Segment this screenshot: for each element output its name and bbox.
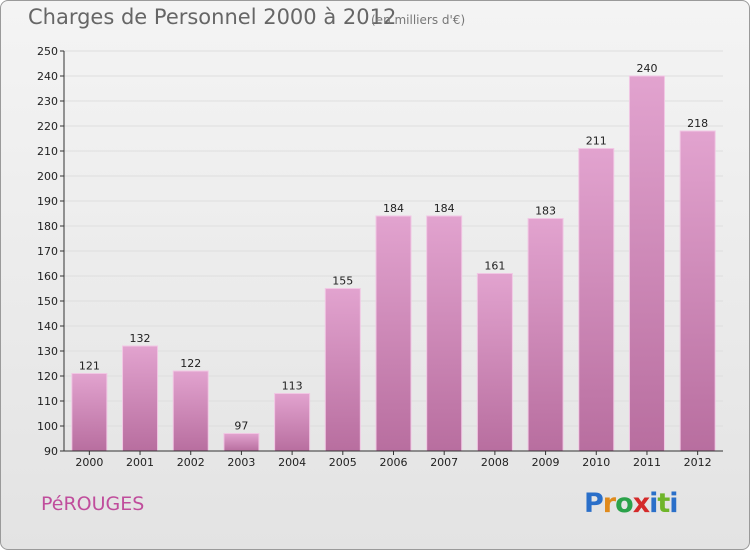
logo-letter: i <box>669 488 678 519</box>
x-tick-label: 2001 <box>126 456 154 469</box>
x-tick-label: 2002 <box>177 456 205 469</box>
x-tick-label: 2009 <box>532 456 560 469</box>
data-label: 155 <box>332 275 353 288</box>
x-tick-label: 2005 <box>329 456 357 469</box>
data-label: 218 <box>687 117 708 130</box>
bar <box>71 373 108 452</box>
bar <box>172 370 209 452</box>
data-label: 161 <box>484 260 505 273</box>
x-tick-label: 2008 <box>481 456 509 469</box>
data-label: 184 <box>383 202 404 215</box>
y-tick-label: 150 <box>37 295 58 308</box>
logo-letter: r <box>602 488 616 519</box>
data-label: 113 <box>282 380 303 393</box>
chart-title: Charges de Personnel 2000 à 2012 <box>28 5 397 29</box>
x-tick-label: 2000 <box>75 456 103 469</box>
x-tick-label: 2003 <box>227 456 255 469</box>
bar <box>578 148 615 452</box>
axes <box>60 50 723 455</box>
data-label: 132 <box>130 332 151 345</box>
commune-name: PéROUGES <box>41 493 145 515</box>
y-tick-label: 100 <box>37 420 58 433</box>
data-label: 211 <box>586 135 607 148</box>
x-tick-label: 2006 <box>380 456 408 469</box>
bar <box>679 130 716 452</box>
bar <box>324 288 361 452</box>
y-tick-label: 230 <box>37 95 58 108</box>
y-tick-label: 90 <box>44 445 58 458</box>
y-tick-label: 180 <box>37 220 58 233</box>
logo-letter: o <box>615 488 634 519</box>
data-label: 184 <box>434 202 455 215</box>
bar <box>223 433 260 452</box>
x-tick-label: 2007 <box>430 456 458 469</box>
proxiti-logo: Proxiti <box>584 488 679 519</box>
logo-letter: t <box>657 488 670 519</box>
bar <box>122 345 159 452</box>
y-tick-label: 220 <box>37 120 58 133</box>
y-tick-label: 130 <box>37 345 58 358</box>
labels: 90 100 110 120 130 140 150 160 170 180 190 200 210 22… <box>37 45 712 469</box>
data-label: 240 <box>636 62 657 75</box>
logo-letter: x <box>632 488 650 519</box>
y-tick-label: 140 <box>37 320 58 333</box>
y-tick-label: 210 <box>37 145 58 158</box>
bar <box>426 215 463 452</box>
logo-letter: P <box>584 488 604 519</box>
y-tick-label: 160 <box>37 270 58 283</box>
y-tick-label: 110 <box>37 395 58 408</box>
y-tick-label: 250 <box>37 45 58 58</box>
bar <box>527 218 564 452</box>
data-label: 183 <box>535 205 556 218</box>
y-tick-label: 240 <box>37 70 58 83</box>
x-tick-label: 2004 <box>278 456 306 469</box>
x-tick-label: 2010 <box>582 456 610 469</box>
x-tick-label: 2012 <box>684 456 712 469</box>
logo-letter: i <box>649 488 658 519</box>
y-tick-label: 190 <box>37 195 58 208</box>
y-tick-label: 120 <box>37 370 58 383</box>
x-tick-label: 2011 <box>633 456 661 469</box>
bar <box>375 215 412 452</box>
data-label: 97 <box>234 420 248 433</box>
bar <box>274 393 311 452</box>
bar <box>476 273 513 452</box>
bars <box>71 75 716 452</box>
y-tick-label: 200 <box>37 170 58 183</box>
chart-subtitle: (en milliers d'€) <box>371 13 466 27</box>
y-tick-label: 170 <box>37 245 58 258</box>
data-label: 122 <box>180 357 201 370</box>
bar <box>628 75 665 452</box>
data-label: 121 <box>79 360 100 373</box>
